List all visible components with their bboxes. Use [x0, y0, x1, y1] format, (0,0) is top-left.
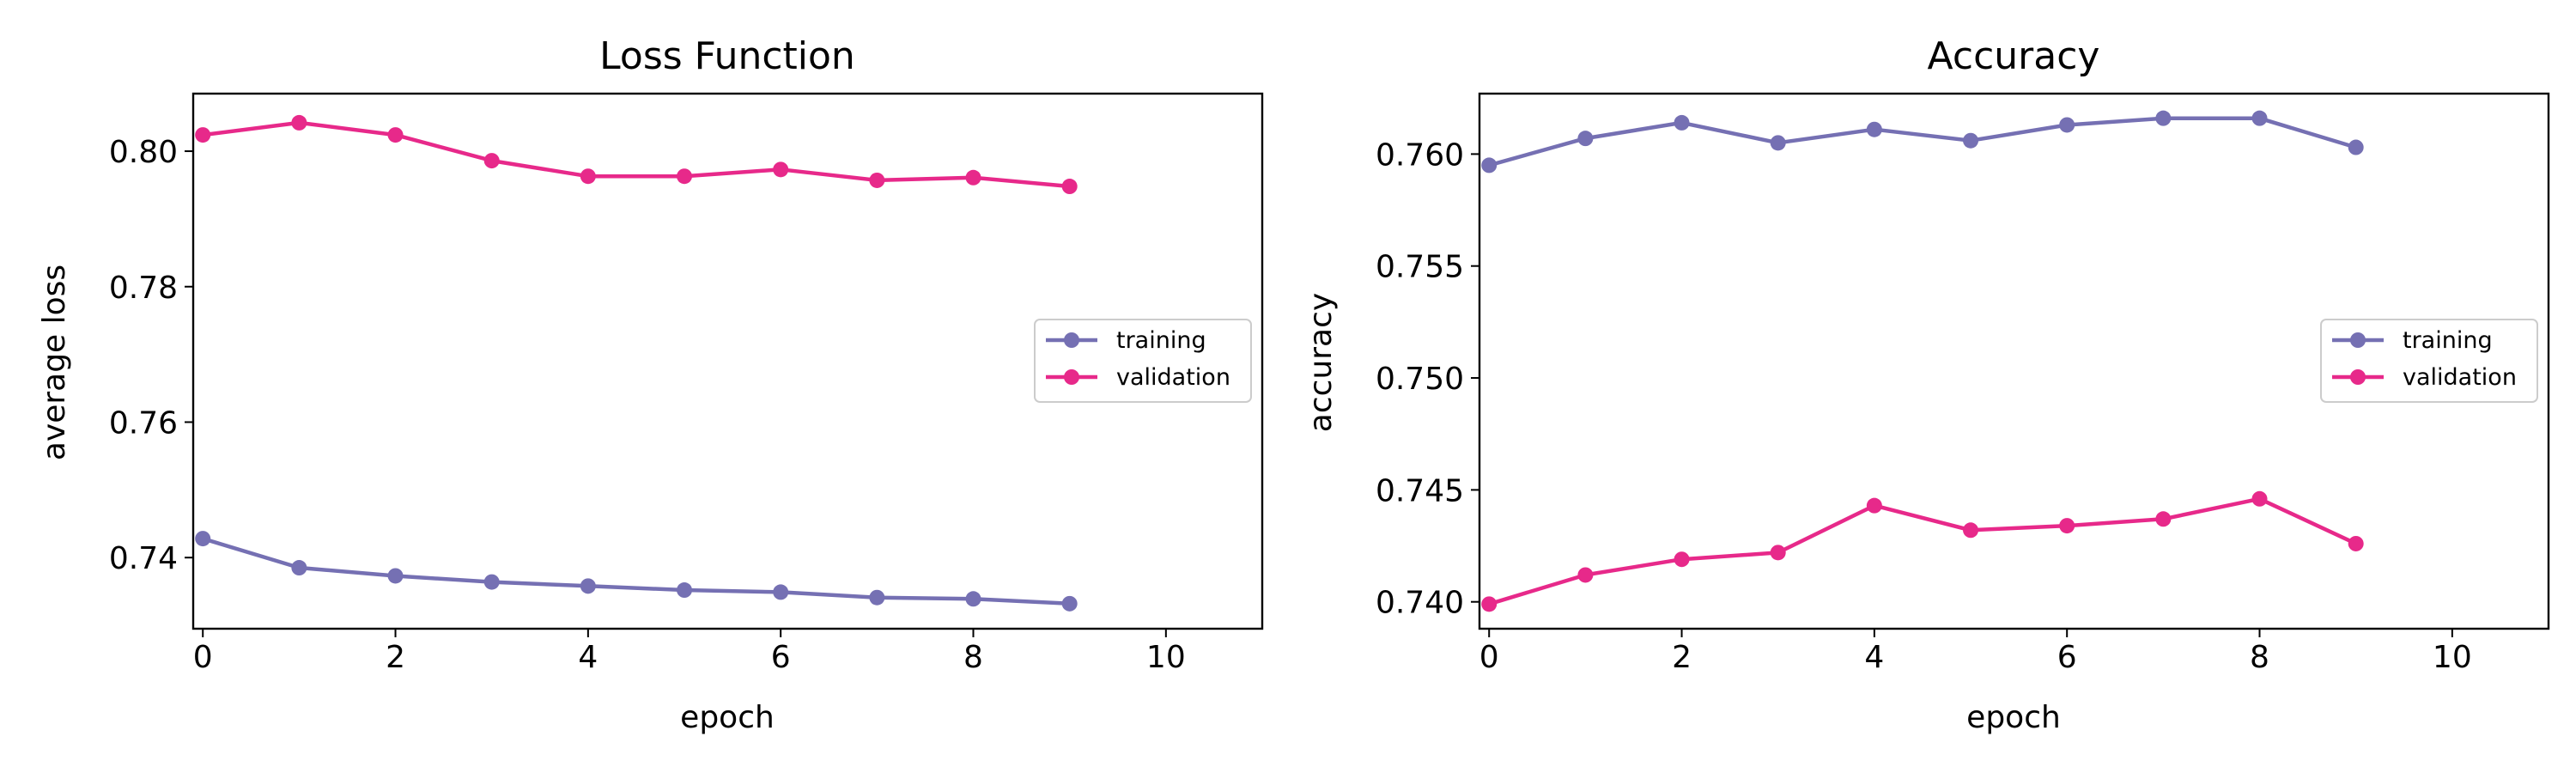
loss-chart-legend: training validation — [1034, 319, 1252, 403]
loss-training-point — [773, 584, 789, 600]
loss-validation-point — [677, 168, 693, 185]
loss-training-point — [195, 531, 211, 547]
loss-xtick-label: 4 — [578, 640, 598, 675]
accuracy-legend-label-training: training — [2403, 327, 2493, 354]
accuracy-validation-point — [2059, 518, 2075, 534]
loss-training-point — [965, 591, 981, 607]
accuracy-ytick-label: 0.740 — [1376, 586, 1464, 621]
loss-validation-point — [483, 153, 500, 169]
loss-xtick-label: 0 — [193, 640, 213, 675]
loss-training-point — [869, 589, 885, 606]
loss-chart-ticks: 0 2 4 6 8 10 0.74 0.76 0.78 0.80 — [109, 135, 1186, 675]
accuracy-validation-point — [2348, 535, 2364, 551]
loss-chart-frame — [191, 92, 1264, 630]
loss-validation-point — [965, 169, 981, 186]
loss-xtick-label: 6 — [771, 640, 791, 675]
accuracy-xtick-label: 6 — [2057, 640, 2077, 675]
loss-xtick-label: 2 — [386, 640, 405, 675]
accuracy-validation-point — [2155, 511, 2172, 527]
loss-validation-point — [773, 161, 789, 178]
accuracy-validation-point — [1866, 497, 1882, 514]
loss-validation-point — [580, 168, 596, 185]
accuracy-chart-xlabel: epoch — [1966, 700, 2061, 735]
accuracy-validation-point — [1770, 545, 1786, 561]
accuracy-chart: Accuracy epoch accuracy 0 2 4 6 8 10 0.740 0.74… — [1303, 34, 2550, 735]
accuracy-validation-point — [2251, 490, 2268, 507]
accuracy-training-point — [2155, 110, 2172, 126]
accuracy-xtick-label: 10 — [2433, 640, 2472, 675]
loss-legend-marker-training — [1064, 332, 1079, 348]
loss-training-point — [1061, 595, 1078, 612]
accuracy-legend-label-validation: validation — [2403, 364, 2517, 391]
accuracy-ytick-label: 0.745 — [1376, 473, 1464, 508]
accuracy-ytick-label: 0.755 — [1376, 250, 1464, 285]
loss-training-point — [387, 568, 404, 584]
loss-training-point — [580, 578, 596, 594]
loss-chart-xlabel: epoch — [680, 700, 775, 735]
loss-training-line — [202, 536, 1070, 606]
loss-ytick-label: 0.74 — [109, 541, 178, 576]
loss-ytick-label: 0.76 — [109, 405, 178, 441]
loss-validation-point — [291, 114, 307, 131]
loss-chart-title: Loss Function — [599, 34, 855, 78]
accuracy-validation-point — [1674, 551, 1690, 568]
accuracy-legend-marker-training — [2350, 332, 2366, 348]
loss-ytick-label: 0.78 — [109, 271, 178, 306]
accuracy-chart-legend: training validation — [2320, 319, 2538, 403]
loss-validation-point — [869, 172, 885, 188]
loss-validation-line — [202, 120, 1070, 189]
loss-xtick-label: 10 — [1146, 640, 1186, 675]
accuracy-training-point — [2348, 139, 2364, 155]
loss-chart-ylabel: average loss — [37, 265, 72, 460]
accuracy-ytick-label: 0.750 — [1376, 362, 1464, 397]
accuracy-xtick-label: 4 — [1864, 640, 1884, 675]
accuracy-chart-frame — [1478, 92, 2550, 630]
accuracy-training-point — [1481, 157, 1498, 173]
loss-training-point — [483, 574, 500, 590]
accuracy-ytick-label: 0.760 — [1376, 137, 1464, 173]
loss-ytick-label: 0.80 — [109, 135, 178, 170]
accuracy-validation-point — [1481, 596, 1498, 612]
loss-validation-point — [1061, 179, 1078, 195]
accuracy-xtick-label: 0 — [1479, 640, 1499, 675]
accuracy-training-point — [1866, 121, 1882, 137]
accuracy-legend-marker-validation — [2350, 369, 2366, 385]
loss-legend-label-validation: validation — [1116, 364, 1230, 391]
loss-training-point — [291, 560, 307, 576]
accuracy-chart-series — [1481, 110, 2364, 612]
accuracy-chart-ylabel: accuracy — [1303, 293, 1339, 432]
accuracy-training-line — [1488, 116, 2357, 167]
accuracy-training-point — [1674, 114, 1690, 131]
loss-chart-series — [195, 114, 1078, 612]
accuracy-xtick-label: 8 — [2250, 640, 2269, 675]
loss-legend-marker-validation — [1064, 369, 1079, 385]
loss-chart: Loss Function epoch average loss 0 2 4 6 8 10… — [37, 34, 1264, 735]
loss-validation-point — [387, 127, 404, 143]
accuracy-chart-title: Accuracy — [1928, 34, 2100, 78]
accuracy-xtick-label: 2 — [1672, 640, 1692, 675]
loss-training-point — [677, 582, 693, 599]
accuracy-validation-line — [1488, 496, 2357, 606]
loss-validation-point — [195, 127, 211, 143]
accuracy-training-point — [2251, 110, 2268, 126]
accuracy-training-point — [1577, 131, 1594, 147]
accuracy-training-point — [1770, 135, 1786, 151]
loss-xtick-label: 8 — [963, 640, 983, 675]
accuracy-validation-point — [1963, 522, 1979, 539]
accuracy-training-point — [2059, 117, 2075, 133]
accuracy-chart-ticks: 0 2 4 6 8 10 0.740 0.745 0.750 0.755 0.760 — [1376, 137, 2472, 675]
accuracy-validation-point — [1577, 567, 1594, 583]
loss-legend-label-training: training — [1116, 327, 1206, 354]
accuracy-training-point — [1963, 132, 1979, 149]
